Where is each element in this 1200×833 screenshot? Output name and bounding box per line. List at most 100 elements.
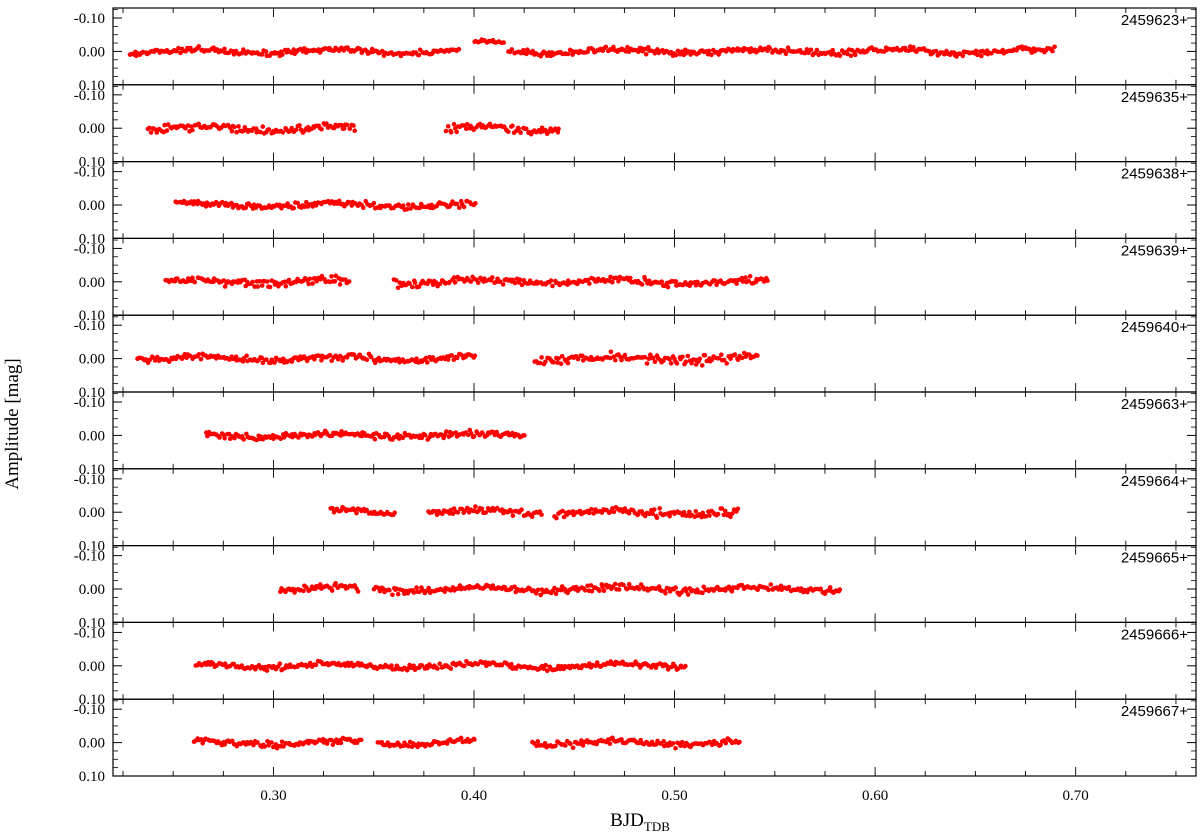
panel-frame	[112, 698, 1197, 777]
data-point	[472, 737, 477, 742]
data-point	[680, 354, 685, 360]
data-point	[395, 591, 401, 597]
data-point	[279, 739, 285, 745]
data-point	[455, 510, 461, 515]
data-point	[636, 586, 642, 592]
data-point	[277, 202, 282, 208]
data-point	[565, 360, 571, 366]
data-point	[659, 279, 665, 285]
data-point	[553, 743, 558, 749]
data-point	[588, 583, 594, 588]
data-point	[259, 52, 265, 57]
y-tick-label: 0.10	[79, 769, 105, 785]
data-point	[394, 278, 399, 283]
data-point	[437, 281, 443, 287]
data-point	[444, 429, 449, 434]
data-point	[338, 740, 344, 746]
data-point	[221, 432, 226, 438]
panel-frame	[112, 84, 1197, 163]
data-point	[147, 357, 152, 363]
data-point	[407, 281, 412, 286]
data-point	[845, 51, 850, 57]
data-point	[222, 661, 228, 666]
data-point	[319, 273, 325, 279]
data-point	[534, 591, 539, 596]
data-point	[973, 48, 979, 54]
y-axis-title: Amplitude [mag]	[2, 358, 23, 489]
data-point	[700, 590, 705, 596]
data-point	[653, 742, 659, 747]
data-point	[555, 130, 561, 135]
data-point	[483, 510, 489, 515]
data-point	[277, 661, 283, 666]
data-point	[500, 282, 506, 287]
data-point	[437, 661, 443, 666]
data-point	[255, 284, 260, 289]
data-point	[494, 429, 500, 435]
data-point	[539, 512, 544, 517]
data-point	[808, 47, 814, 53]
data-point	[818, 586, 823, 592]
data-point	[281, 435, 287, 440]
data-point	[295, 200, 301, 206]
data-point	[490, 275, 495, 280]
data-point	[175, 276, 180, 281]
data-point	[346, 200, 352, 205]
data-point	[307, 587, 313, 593]
data-point	[289, 125, 295, 131]
data-point	[433, 280, 439, 285]
data-point	[517, 277, 523, 283]
y-tick-label: 0.10	[79, 308, 105, 324]
data-point	[535, 739, 541, 744]
data-point	[463, 126, 469, 131]
data-point	[354, 510, 359, 516]
panels-group: -0.10 0.00 0.10 2459623+ -0.10 0.00 0.10 245963…	[74, 7, 1197, 785]
data-point	[636, 49, 641, 55]
data-point	[351, 352, 357, 357]
data-point	[333, 581, 338, 586]
data-point	[296, 435, 301, 440]
data-point	[222, 436, 227, 441]
data-point	[341, 126, 347, 131]
data-point	[728, 514, 733, 520]
data-point	[509, 509, 514, 514]
light-curve-panel: -0.10 0.00 0.10 2459640+	[74, 314, 1197, 401]
data-point	[718, 742, 723, 748]
data-point	[544, 53, 550, 58]
data-point	[616, 279, 621, 284]
data-point	[473, 504, 478, 509]
data-point	[661, 739, 666, 744]
data-point	[509, 661, 514, 667]
data-point	[524, 126, 529, 132]
data-point	[445, 124, 451, 129]
data-point	[412, 280, 418, 286]
data-point	[522, 433, 527, 438]
data-point	[543, 127, 548, 133]
data-point	[291, 205, 297, 211]
data-point	[451, 275, 457, 280]
data-point	[364, 357, 370, 363]
data-point	[147, 125, 152, 131]
data-point	[475, 662, 481, 667]
x-tick-label: 0.60	[862, 788, 888, 804]
data-point	[308, 660, 313, 666]
data-point	[735, 506, 741, 512]
data-point	[510, 123, 515, 129]
data-point	[304, 585, 309, 590]
data-point	[702, 352, 708, 358]
data-point	[233, 354, 239, 360]
data-point	[494, 505, 500, 511]
data-point	[512, 280, 518, 286]
data-point	[454, 129, 460, 135]
data-point	[457, 205, 462, 210]
data-point	[329, 274, 334, 279]
data-point	[509, 47, 515, 52]
data-point	[613, 357, 618, 363]
light-curve-panel: -0.10 0.00 0.10 2459635+	[74, 84, 1197, 171]
data-point	[425, 360, 430, 365]
y-tick-label: 0.10	[79, 615, 105, 631]
data-point	[166, 359, 172, 365]
data-point	[414, 356, 419, 362]
data-point	[236, 124, 241, 129]
data-point	[263, 49, 269, 54]
